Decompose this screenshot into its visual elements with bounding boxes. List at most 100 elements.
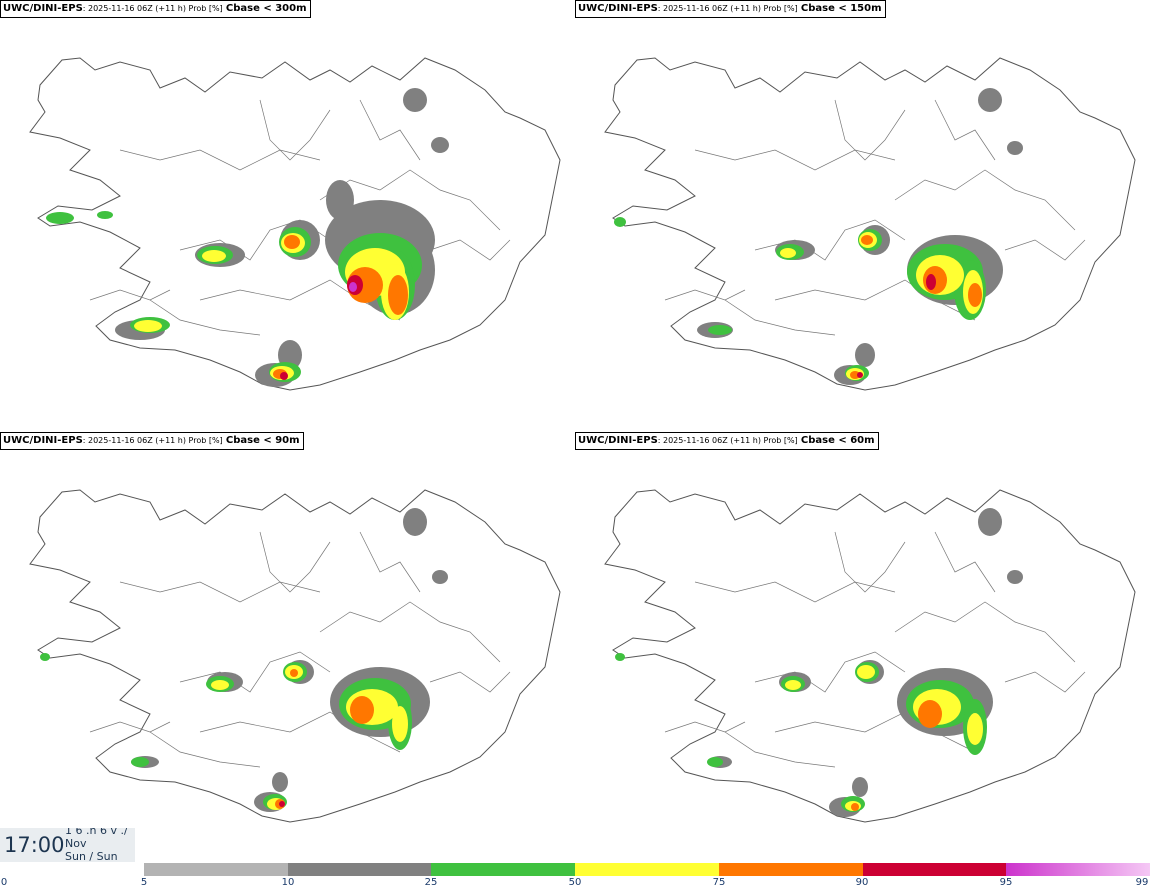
region-border (664, 721, 746, 733)
region-border (199, 279, 401, 321)
iceland-map (604, 489, 1136, 823)
probability-area (615, 653, 625, 661)
colorbar-segment-50-75 (575, 863, 719, 876)
probability-area (852, 777, 868, 797)
probability-area (284, 235, 300, 249)
valid-time-box: 17:00 1 6 .h 6 v ./ Nov Sun / Sun (0, 828, 135, 862)
probability-area (202, 250, 226, 262)
colorbar-tick-label: 95 (999, 877, 1013, 888)
iceland-map (29, 489, 561, 823)
valid-time-date: 1 6 .h 6 v ./ Nov Sun / Sun (65, 828, 128, 862)
region-border (319, 169, 501, 231)
region-border (694, 149, 896, 171)
region-border (149, 731, 261, 768)
region-border (359, 99, 421, 161)
colorbar-tick-label: 90 (855, 877, 869, 888)
region-border (1004, 239, 1086, 261)
probability-area (780, 248, 796, 258)
region-border (89, 721, 171, 733)
colorbar-tick-label: 0 (0, 877, 8, 888)
probability-colorbar (144, 863, 1150, 876)
iceland-map (29, 57, 561, 391)
probability-area (134, 320, 162, 332)
region-border (1004, 671, 1086, 693)
probability-area (850, 371, 860, 379)
iceland-map (604, 57, 1136, 391)
iceland-coastline (604, 489, 1136, 823)
probability-area (280, 372, 288, 380)
panel-title: UWC/DINI-EPS: 2025-11-16 06Z (+11 h) Pro… (0, 432, 304, 450)
panel-title: UWC/DINI-EPS: 2025-11-16 06Z (+11 h) Pro… (575, 0, 886, 18)
probability-area (392, 706, 408, 742)
probability-area (614, 217, 626, 227)
region-border (89, 289, 171, 301)
probability-area (403, 88, 427, 112)
probability-area (290, 669, 298, 677)
map-panel-cbase-60: UWC/DINI-EPS: 2025-11-16 06Z (+11 h) Pro… (575, 432, 1150, 862)
probability-area (861, 235, 873, 245)
colorbar-segment-5-10 (144, 863, 288, 876)
colorbar-tick-label: 75 (712, 877, 726, 888)
region-border (834, 531, 906, 593)
colorbar-segment-95-99 (1006, 863, 1150, 876)
probability-area (857, 665, 875, 679)
probability-area (97, 211, 113, 219)
probability-area (403, 508, 427, 536)
colorbar-tick-label: 50 (568, 877, 582, 888)
colorbar-tick-label: 99 (1135, 877, 1149, 888)
probability-area (431, 137, 449, 153)
region-border (664, 289, 746, 301)
region-border (259, 531, 331, 593)
colorbar-tick-label: 25 (424, 877, 438, 888)
iceland-coastline (29, 489, 561, 823)
region-border (694, 581, 896, 603)
region-border (724, 731, 836, 768)
region-border (934, 531, 996, 593)
colorbar-tick-label: 10 (281, 877, 295, 888)
panel-title: UWC/DINI-EPS: 2025-11-16 06Z (+11 h) Pro… (0, 0, 311, 18)
region-border (179, 651, 331, 693)
probability-area (857, 372, 863, 378)
probability-area (211, 680, 229, 690)
region-border (149, 299, 261, 336)
probability-area (978, 88, 1002, 112)
panel-title: UWC/DINI-EPS: 2025-11-16 06Z (+11 h) Pro… (575, 432, 879, 450)
probability-area (350, 696, 374, 724)
probability-area (432, 570, 448, 584)
region-border (119, 149, 321, 171)
probability-area (279, 801, 285, 807)
probability-area (918, 700, 942, 728)
valid-time-hour: 17:00 (4, 833, 65, 857)
probability-area (968, 283, 982, 307)
region-border (319, 601, 501, 663)
map-panel-cbase-300: UWC/DINI-EPS: 2025-11-16 06Z (+11 h) Pro… (0, 0, 575, 430)
probability-area (851, 803, 859, 811)
region-border (934, 99, 996, 161)
probability-area (272, 772, 288, 792)
region-border (429, 239, 511, 261)
probability-area (131, 757, 149, 767)
region-border (359, 531, 421, 593)
region-border (894, 601, 1076, 663)
colorbar-segment-75-90 (718, 863, 863, 876)
colorbar-tick-label: 5 (140, 877, 148, 888)
probability-area (707, 757, 723, 767)
region-border (429, 671, 511, 693)
probability-area (46, 212, 74, 224)
probability-area (1007, 570, 1023, 584)
colorbar-segment-90-95 (862, 863, 1007, 876)
probability-area (1007, 141, 1023, 155)
iceland-coastline (604, 57, 1136, 391)
map-panel-cbase-90: UWC/DINI-EPS: 2025-11-16 06Z (+11 h) Pro… (0, 432, 575, 862)
probability-area (978, 508, 1002, 536)
region-border (894, 169, 1076, 231)
probability-area (967, 713, 983, 745)
probability-area (708, 325, 732, 335)
probability-area (388, 275, 408, 315)
probability-area (926, 274, 936, 290)
probability-area (40, 653, 50, 661)
region-border (119, 581, 321, 603)
probability-area (349, 282, 357, 292)
probability-area (855, 343, 875, 367)
region-border (834, 99, 906, 161)
